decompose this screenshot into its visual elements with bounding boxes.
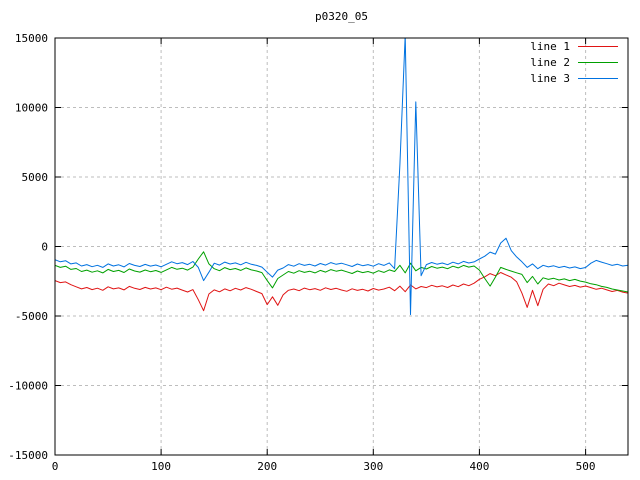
y-tick-label: -5000	[15, 310, 48, 323]
y-tick-label: -15000	[8, 449, 48, 462]
x-tick-label: 0	[52, 460, 59, 473]
legend-label: line 2	[530, 56, 570, 69]
x-tick-label: 300	[363, 460, 383, 473]
y-tick-label: 10000	[15, 102, 48, 115]
legend-item: line 2	[530, 56, 618, 69]
x-tick-label: 400	[469, 460, 489, 473]
series-line-2	[55, 251, 628, 293]
y-tick-label: -10000	[8, 380, 48, 393]
x-tick-label: 500	[576, 460, 596, 473]
legend-line-sample	[578, 62, 618, 63]
series-line-1	[55, 272, 628, 312]
legend-label: line 1	[530, 40, 570, 53]
y-tick-label: 15000	[15, 32, 48, 45]
legend-line-sample	[578, 78, 618, 79]
series-line-3	[55, 38, 628, 316]
y-tick-label: 5000	[22, 171, 49, 184]
x-tick-label: 200	[257, 460, 277, 473]
legend-line-sample	[578, 46, 618, 47]
chart-title: p0320_05	[315, 10, 368, 23]
legend-item: line 3	[530, 72, 618, 85]
x-tick-label: 100	[151, 460, 171, 473]
legend: line 1 line 2 line 3	[530, 40, 618, 85]
legend-item: line 1	[530, 40, 618, 53]
legend-label: line 3	[530, 72, 570, 85]
y-tick-label: 0	[41, 241, 48, 254]
